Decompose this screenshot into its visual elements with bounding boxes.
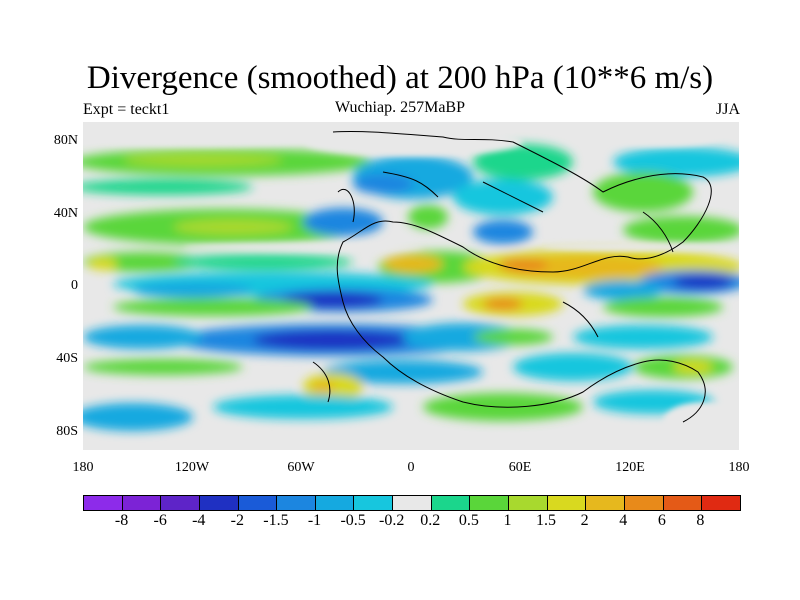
colorbar-label: -2 [230, 512, 245, 529]
lat-tick-40n: 40N [53, 206, 78, 221]
period-label: Wuchiap. 257MaBP [334, 99, 465, 116]
colorbar [83, 495, 741, 511]
colorbar-label: 0.2 [420, 512, 441, 529]
season-label: JJA [715, 101, 740, 118]
divergence-field [83, 144, 739, 431]
lon-tick-120e: 120E [615, 460, 645, 475]
lon-tick-60w: 60W [287, 460, 315, 475]
colorbar-label: 2 [580, 512, 589, 529]
colorbar-label: 0.5 [458, 512, 479, 529]
lat-tick-40s: 40S [56, 351, 78, 366]
colorbar-swatch [199, 496, 239, 510]
colorbar-swatch [238, 496, 278, 510]
lon-tick-180w: 180 [72, 460, 94, 475]
colorbar-label: -1.5 [263, 512, 289, 529]
colorbar-label: -1 [307, 512, 322, 529]
map-plot-area [83, 122, 739, 450]
colorbar-swatch [393, 496, 432, 510]
colorbar-label: -4 [192, 512, 206, 529]
colorbar-label: 4 [619, 512, 628, 529]
colorbar-swatch [663, 496, 703, 510]
colorbar-swatch [161, 496, 200, 510]
colorbar-swatch [277, 496, 316, 510]
colorbar-swatch [586, 496, 625, 510]
colorbar-label: 1.5 [536, 512, 557, 529]
lat-tick-80s: 80S [56, 424, 78, 439]
plot-title: Divergence (smoothed) at 200 hPa (10**6 … [86, 60, 714, 96]
divergence-map [83, 122, 739, 450]
lon-tick-120w: 120W [174, 460, 210, 475]
lat-tick-0: 0 [71, 278, 78, 293]
experiment-label: Expt = teckt1 [83, 101, 170, 118]
colorbar-swatch [315, 496, 355, 510]
colorbar-label: 6 [657, 512, 666, 529]
colorbar-label: -0.2 [379, 512, 405, 529]
colorbar-swatch [509, 496, 548, 510]
colorbar-label: 1 [503, 512, 512, 529]
colorbar-swatch [624, 496, 664, 510]
colorbar-label: 8 [696, 512, 705, 529]
lon-tick-180e: 180 [728, 460, 750, 475]
near-zero-regions [83, 127, 739, 450]
colorbar-label: -0.5 [340, 512, 366, 529]
colorbar-swatch [122, 496, 162, 510]
colorbar-label: -8 [114, 512, 129, 529]
colorbar-swatch [470, 496, 510, 510]
continent-outlines [312, 130, 712, 423]
colorbar-swatch [431, 496, 471, 510]
colorbar-swatch [354, 496, 394, 510]
colorbar-swatch [84, 496, 123, 510]
colorbar-swatch [547, 496, 587, 510]
lon-tick-0: 0 [407, 460, 415, 475]
colorbar-label: -6 [153, 512, 167, 529]
lon-tick-60e: 60E [508, 460, 532, 475]
colorbar-swatch [702, 496, 740, 510]
lat-tick-80n: 80N [53, 133, 78, 148]
